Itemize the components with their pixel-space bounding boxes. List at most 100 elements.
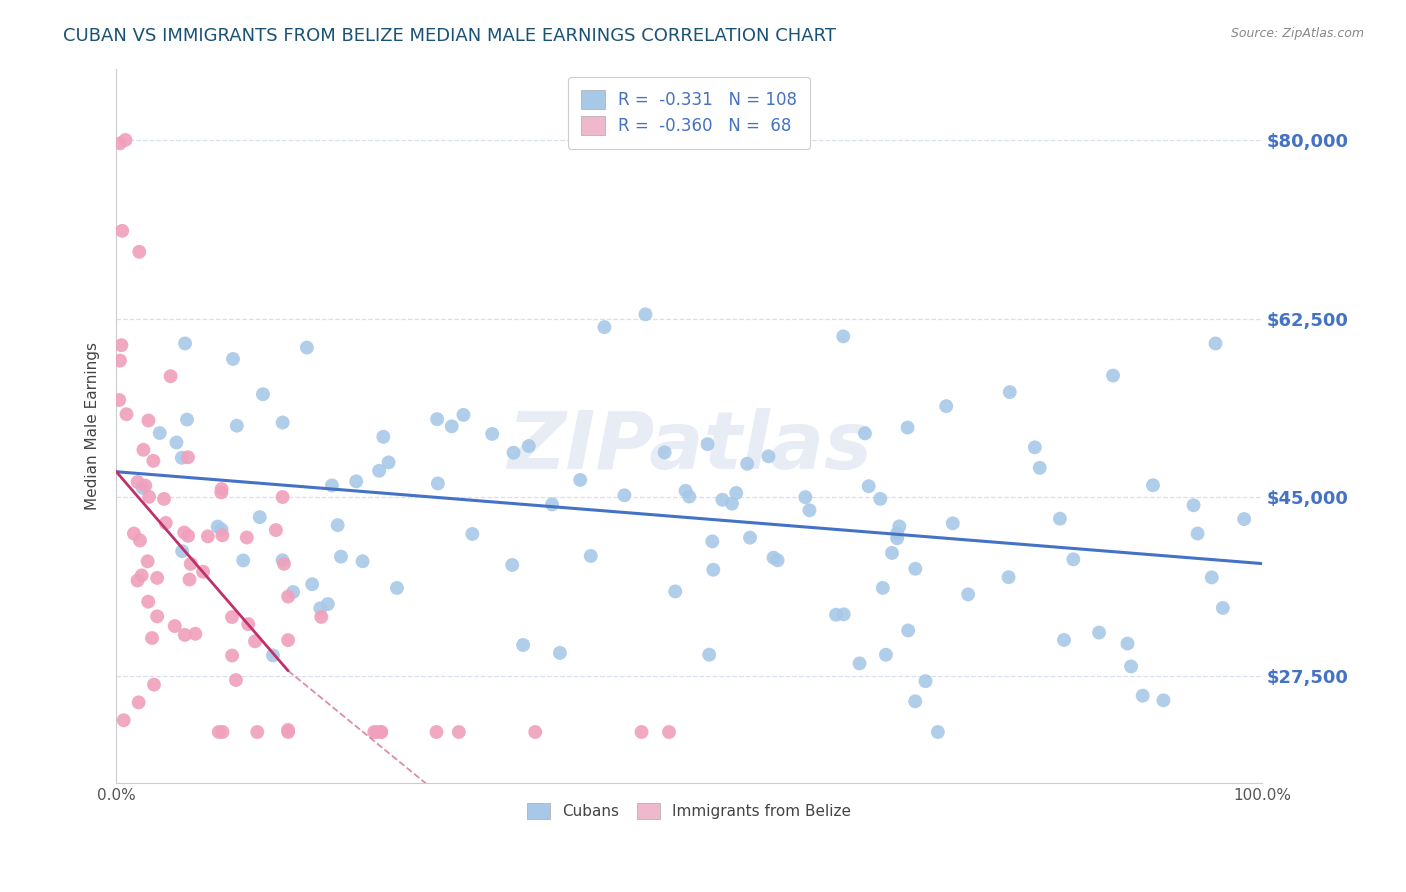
- Point: [138, 413, 160, 427]
- Point: [277, 633, 299, 648]
- Point: [363, 725, 385, 739]
- Point: [122, 526, 145, 541]
- Point: [426, 476, 449, 491]
- Point: [264, 523, 287, 537]
- Point: [112, 713, 135, 727]
- Point: [634, 307, 657, 321]
- Point: [236, 531, 259, 545]
- Point: [246, 725, 269, 739]
- Point: [271, 416, 294, 430]
- Point: [146, 571, 169, 585]
- Point: [825, 607, 848, 622]
- Point: [758, 450, 780, 464]
- Point: [128, 244, 150, 259]
- Point: [153, 491, 176, 506]
- Point: [211, 482, 233, 496]
- Point: [904, 694, 927, 708]
- Point: [1062, 552, 1084, 566]
- Point: [211, 528, 233, 542]
- Point: [197, 529, 219, 543]
- Point: [131, 568, 153, 582]
- Point: [271, 553, 294, 567]
- Point: [853, 426, 876, 441]
- Point: [1212, 601, 1234, 615]
- Point: [232, 553, 254, 567]
- Point: [1233, 512, 1256, 526]
- Point: [134, 478, 156, 492]
- Point: [696, 437, 718, 451]
- Point: [249, 510, 271, 524]
- Point: [155, 516, 177, 530]
- Point: [321, 478, 343, 492]
- Point: [184, 627, 207, 641]
- Point: [149, 425, 172, 440]
- Point: [725, 486, 748, 500]
- Point: [697, 648, 720, 662]
- Point: [163, 619, 186, 633]
- Text: Source: ZipAtlas.com: Source: ZipAtlas.com: [1230, 27, 1364, 40]
- Point: [524, 725, 547, 739]
- Point: [136, 594, 159, 608]
- Point: [146, 609, 169, 624]
- Point: [143, 678, 166, 692]
- Point: [1205, 336, 1227, 351]
- Point: [295, 341, 318, 355]
- Point: [721, 497, 744, 511]
- Point: [368, 464, 391, 478]
- Point: [352, 554, 374, 568]
- Legend: Cubans, Immigrants from Belize: Cubans, Immigrants from Belize: [520, 797, 858, 825]
- Point: [209, 485, 232, 500]
- Point: [593, 320, 616, 334]
- Point: [344, 475, 367, 489]
- Point: [461, 527, 484, 541]
- Point: [872, 581, 894, 595]
- Point: [1116, 637, 1139, 651]
- Point: [447, 725, 470, 739]
- Point: [997, 570, 1019, 584]
- Point: [385, 581, 408, 595]
- Point: [177, 450, 200, 465]
- Point: [273, 557, 295, 571]
- Point: [141, 631, 163, 645]
- Point: [311, 610, 333, 624]
- Point: [869, 491, 891, 506]
- Point: [935, 399, 957, 413]
- Point: [569, 473, 592, 487]
- Point: [221, 610, 243, 624]
- Point: [176, 412, 198, 426]
- Point: [889, 519, 911, 533]
- Point: [613, 488, 636, 502]
- Point: [481, 426, 503, 441]
- Point: [886, 526, 908, 541]
- Point: [366, 725, 388, 739]
- Point: [832, 329, 855, 343]
- Point: [211, 523, 233, 537]
- Point: [211, 725, 233, 739]
- Point: [373, 430, 395, 444]
- Point: [675, 483, 697, 498]
- Point: [1088, 625, 1111, 640]
- Point: [1053, 632, 1076, 647]
- Point: [330, 549, 353, 564]
- Point: [875, 648, 897, 662]
- Point: [886, 531, 908, 545]
- Point: [173, 525, 195, 540]
- Point: [252, 387, 274, 401]
- Point: [142, 454, 165, 468]
- Point: [548, 646, 571, 660]
- Point: [191, 565, 214, 579]
- Text: ZIPatlas: ZIPatlas: [506, 409, 872, 486]
- Point: [702, 563, 724, 577]
- Point: [277, 590, 299, 604]
- Point: [1142, 478, 1164, 492]
- Point: [159, 369, 181, 384]
- Point: [277, 723, 299, 737]
- Point: [858, 479, 880, 493]
- Point: [128, 695, 150, 709]
- Point: [173, 628, 195, 642]
- Point: [238, 617, 260, 632]
- Point: [166, 435, 188, 450]
- Point: [1049, 511, 1071, 525]
- Point: [1132, 689, 1154, 703]
- Point: [377, 455, 399, 469]
